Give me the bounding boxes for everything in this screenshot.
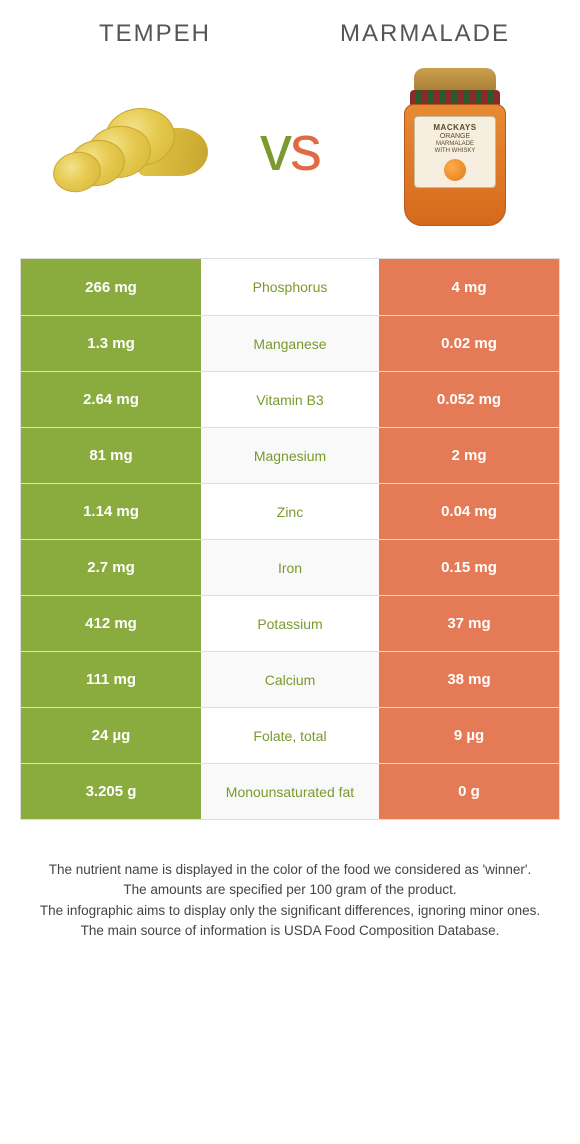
jar-sub2: WITH WHISKY [415, 148, 495, 155]
right-value: 2 mg [379, 428, 559, 483]
right-value: 0.02 mg [379, 316, 559, 371]
left-food-image [20, 68, 230, 228]
right-value: 4 mg [379, 259, 559, 315]
nutrient-label: Iron [201, 540, 379, 595]
nutrient-label: Vitamin B3 [201, 372, 379, 427]
right-value: 0.04 mg [379, 484, 559, 539]
table-row: 1.3 mgManganese0.02 mg [21, 315, 559, 371]
left-value: 81 mg [21, 428, 201, 483]
vs-v-letter: v [260, 112, 290, 184]
nutrient-label: Calcium [201, 652, 379, 707]
left-value: 266 mg [21, 259, 201, 315]
left-value: 111 mg [21, 652, 201, 707]
nutrient-label: Potassium [201, 596, 379, 651]
table-row: 2.64 mgVitamin B30.052 mg [21, 371, 559, 427]
table-row: 81 mgMagnesium2 mg [21, 427, 559, 483]
left-value: 412 mg [21, 596, 201, 651]
table-row: 266 mgPhosphorus4 mg [21, 259, 559, 315]
nutrient-label: Folate, total [201, 708, 379, 763]
nutrient-label: Phosphorus [201, 259, 379, 315]
left-value: 1.3 mg [21, 316, 201, 371]
left-value: 2.64 mg [21, 372, 201, 427]
table-row: 111 mgCalcium38 mg [21, 651, 559, 707]
table-row: 24 µgFolate, total9 µg [21, 707, 559, 763]
header: Tempeh Marmalade [0, 0, 580, 58]
jar-brand: MACKAYS [415, 123, 495, 133]
right-food-title: Marmalade [290, 20, 560, 48]
vs-s-letter: s [290, 112, 320, 184]
right-value: 38 mg [379, 652, 559, 707]
jar-sub1: MARMALADE [415, 141, 495, 148]
nutrient-label: Magnesium [201, 428, 379, 483]
jar-name: ORANGE [415, 133, 495, 141]
marmalade-jar-icon: MACKAYS ORANGE MARMALADE WITH WHISKY [400, 68, 510, 228]
footnote-line: The amounts are specified per 100 gram o… [28, 880, 552, 900]
footnote-line: The main source of information is USDA F… [28, 921, 552, 941]
table-row: 2.7 mgIron0.15 mg [21, 539, 559, 595]
footnotes: The nutrient name is displayed in the co… [0, 850, 580, 961]
right-value: 0.15 mg [379, 540, 559, 595]
right-value: 0 g [379, 764, 559, 819]
nutrient-label: Zinc [201, 484, 379, 539]
right-value: 37 mg [379, 596, 559, 651]
left-value: 2.7 mg [21, 540, 201, 595]
table-row: 1.14 mgZinc0.04 mg [21, 483, 559, 539]
table-row: 3.205 gMonounsaturated fat0 g [21, 763, 559, 819]
nutrient-label: Manganese [201, 316, 379, 371]
images-row: vs MACKAYS ORANGE MARMALADE WITH WHISKY [0, 58, 580, 258]
left-value: 3.205 g [21, 764, 201, 819]
left-value: 24 µg [21, 708, 201, 763]
footnote-line: The nutrient name is displayed in the co… [28, 860, 552, 880]
table-row: 412 mgPotassium37 mg [21, 595, 559, 651]
vs-label: vs [230, 111, 350, 185]
tempeh-icon [45, 98, 205, 198]
left-food-title: Tempeh [20, 20, 290, 48]
right-value: 0.052 mg [379, 372, 559, 427]
comparison-table: 266 mgPhosphorus4 mg1.3 mgManganese0.02 … [20, 258, 560, 820]
nutrient-label: Monounsaturated fat [201, 764, 379, 819]
right-food-image: MACKAYS ORANGE MARMALADE WITH WHISKY [350, 68, 560, 228]
footnote-line: The infographic aims to display only the… [28, 901, 552, 921]
right-value: 9 µg [379, 708, 559, 763]
left-value: 1.14 mg [21, 484, 201, 539]
